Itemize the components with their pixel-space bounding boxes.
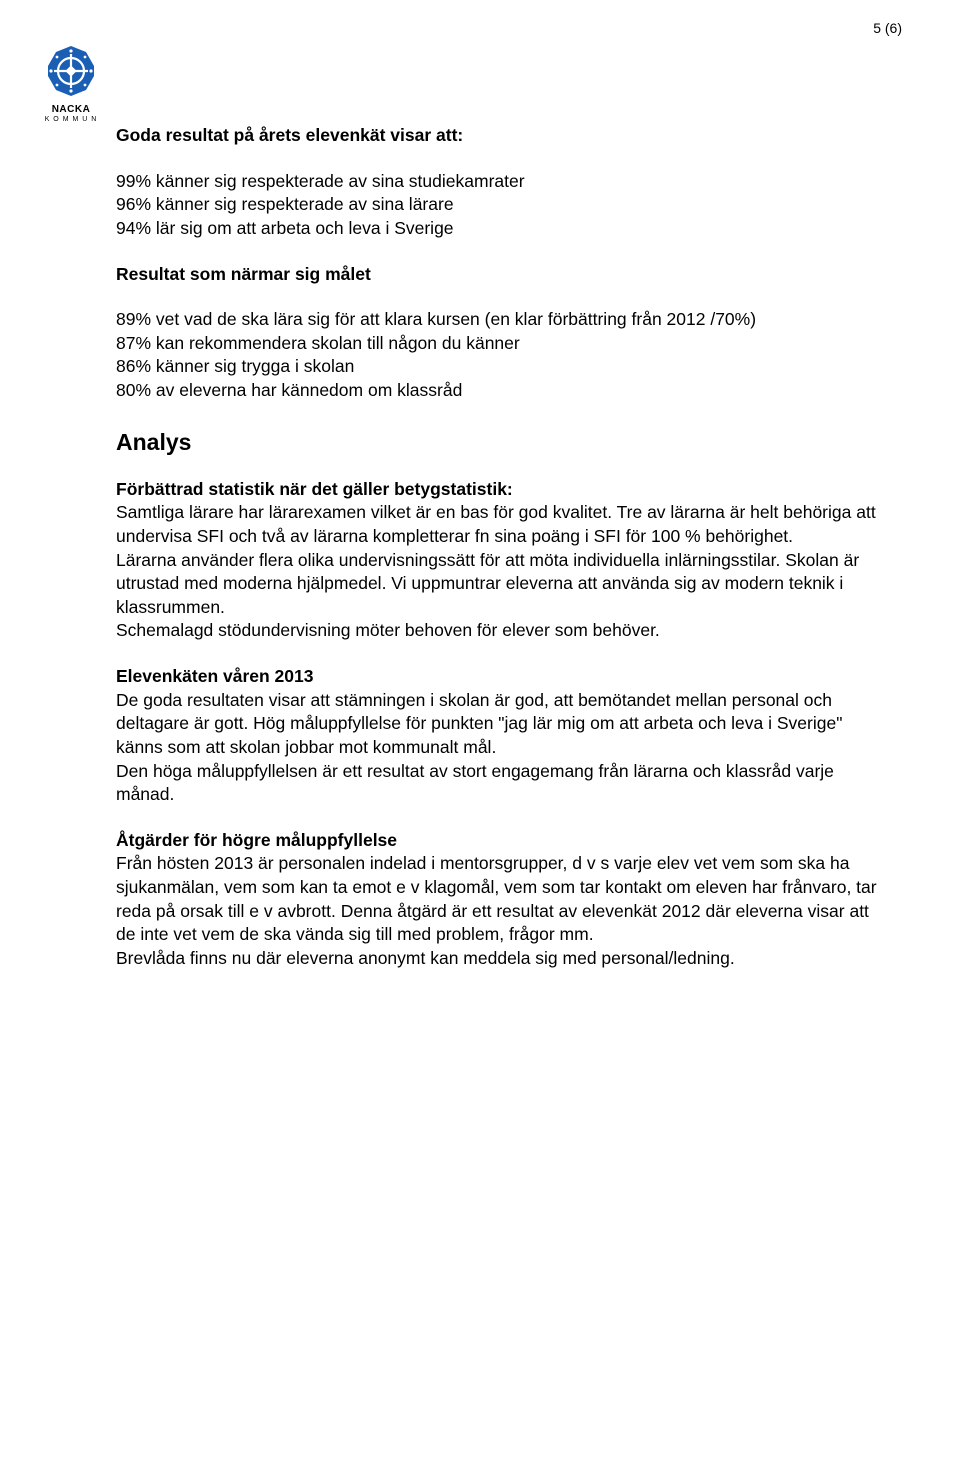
paragraph: Samtliga lärare har lärarexamen vilket ä…: [116, 501, 878, 548]
section-atgarder: Åtgärder för högre måluppfyllelse Från h…: [116, 829, 878, 971]
paragraph: Lärarna använder flera olika undervisnin…: [116, 549, 878, 620]
list-item: 99% känner sig respekterade av sina stud…: [116, 170, 878, 194]
heading-resultat-narmar: Resultat som närmar sig målet: [116, 263, 878, 287]
page-number: 5 (6): [873, 20, 902, 36]
subheading-atgarder: Åtgärder för högre måluppfyllelse: [116, 829, 878, 853]
subheading-elevenkat: Elevenkäten våren 2013: [116, 665, 878, 689]
section-forbattrad: Förbättrad statistik när det gäller bety…: [116, 478, 878, 643]
paragraph: Från hösten 2013 är personalen indelad i…: [116, 852, 878, 947]
goda-resultat-list: 99% känner sig respekterade av sina stud…: [116, 170, 878, 241]
list-item: 94% lär sig om att arbeta och leva i Sve…: [116, 217, 878, 241]
list-item: 86% känner sig trygga i skolan: [116, 355, 878, 379]
heading-goda-resultat: Goda resultat på årets elevenkät visar a…: [116, 124, 878, 148]
paragraph: Schemalagd stödundervisning möter behove…: [116, 619, 878, 643]
narmar-list: 89% vet vad de ska lära sig för att klar…: [116, 308, 878, 403]
section-elevenkat: Elevenkäten våren 2013 De goda resultate…: [116, 665, 878, 807]
subheading-forbattrad: Förbättrad statistik när det gäller bety…: [116, 478, 878, 502]
paragraph: Den höga måluppfyllelsen är ett resultat…: [116, 760, 878, 807]
logo-name: NACKA: [40, 105, 102, 115]
list-item: 96% känner sig respekterade av sina lära…: [116, 193, 878, 217]
document-page: 5 (6) NACKA K O M M U N Goda resultat på…: [0, 0, 960, 1457]
list-item: 87% kan rekommendera skolan till någon d…: [116, 332, 878, 356]
logo: NACKA K O M M U N: [40, 44, 102, 123]
content: Goda resultat på årets elevenkät visar a…: [116, 124, 878, 971]
heading-analys: Analys: [116, 429, 878, 456]
paragraph: De goda resultaten visar att stämningen …: [116, 689, 878, 760]
logo-sub: K O M M U N: [40, 116, 102, 123]
list-item: 89% vet vad de ska lära sig för att klar…: [116, 308, 878, 332]
paragraph: Brevlåda finns nu där eleverna anonymt k…: [116, 947, 878, 971]
list-item: 80% av eleverna har kännedom om klassråd: [116, 379, 878, 403]
logo-emblem-icon: [44, 44, 98, 98]
